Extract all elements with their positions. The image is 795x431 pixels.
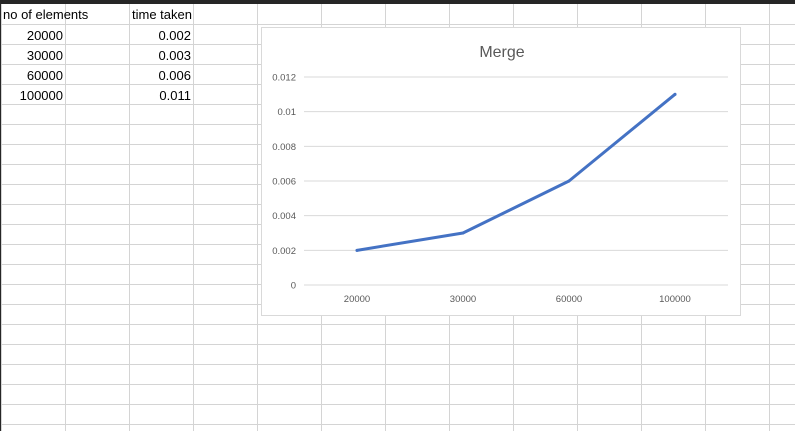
top-bar — [0, 0, 795, 4]
cell-time-4[interactable]: 0.011 — [159, 88, 191, 103]
header-no-of-elements[interactable]: no of elements — [3, 7, 89, 22]
data-series-line — [355, 92, 677, 252]
x-tick-label: 100000 — [659, 294, 691, 305]
cell-elements-4[interactable]: 100000 — [19, 88, 63, 103]
line-chart: Merge 0 0.002 0.004 0.006 0.008 0.01 0.012 20000… — [272, 44, 728, 305]
y-tick-label: 0 — [291, 281, 296, 292]
cell-time-1[interactable]: 0.002 — [158, 28, 191, 43]
data-point — [673, 92, 677, 96]
data-point — [567, 179, 571, 183]
cell-elements-2[interactable]: 30000 — [26, 48, 63, 63]
y-tick-label: 0.006 — [272, 177, 296, 188]
cell-elements-1[interactable]: 20000 — [26, 28, 63, 43]
cell-time-2[interactable]: 0.003 — [158, 48, 191, 63]
data-point — [355, 248, 359, 252]
x-tick-label: 60000 — [556, 294, 582, 305]
y-tick-label: 0.012 — [272, 73, 296, 84]
chart-title: Merge — [479, 44, 524, 61]
y-tick-label: 0.008 — [272, 142, 296, 153]
cell-elements-3[interactable]: 60000 — [26, 68, 63, 83]
y-tick-label: 0.01 — [278, 107, 297, 118]
x-tick-label: 20000 — [344, 294, 370, 305]
cell-time-3[interactable]: 0.006 — [158, 68, 191, 83]
data-point — [461, 231, 465, 235]
chart-panel[interactable]: Merge 0 0.002 0.004 0.006 0.008 0.01 0.012 20000… — [261, 27, 741, 316]
y-tick-label: 0.002 — [272, 246, 296, 257]
y-tick-label: 0.004 — [272, 211, 296, 222]
x-tick-label: 30000 — [450, 294, 476, 305]
header-time-taken[interactable]: time taken — [132, 7, 192, 22]
